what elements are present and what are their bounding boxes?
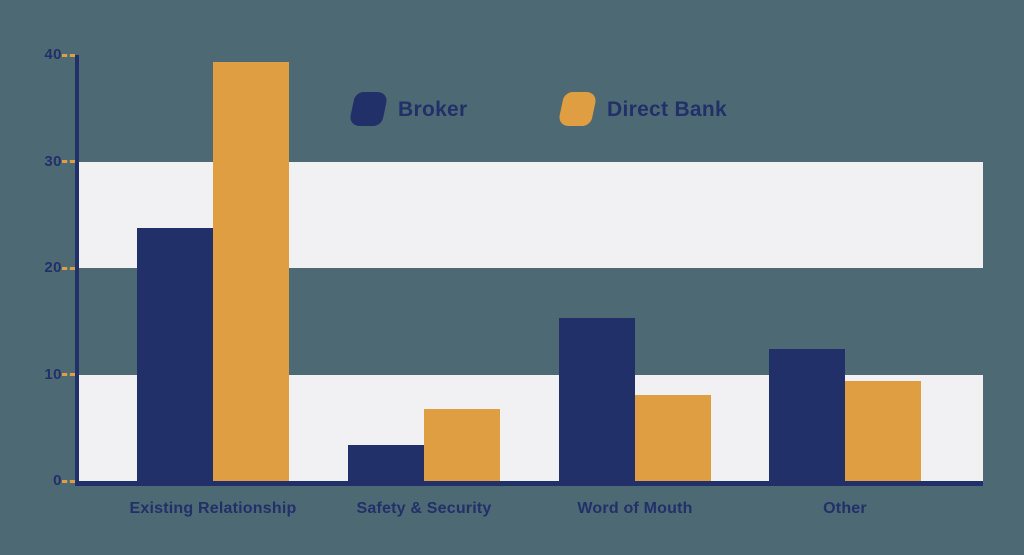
y-axis-line: [75, 55, 79, 486]
bar-broker-safety-security: [348, 445, 424, 481]
y-tick-label-10: 10: [44, 366, 62, 383]
bar-broker-word-of-mouth: [559, 318, 635, 481]
y-tick-label-0: 0: [53, 472, 62, 489]
x-axis-line: [75, 481, 983, 486]
y-tick-label-30: 30: [44, 153, 62, 170]
bar-broker-existing-relationship: [137, 228, 213, 481]
bar-broker-other: [769, 349, 845, 481]
y-tick-mark-30: [62, 160, 75, 163]
x-tick-label-other: Other: [823, 500, 867, 517]
bar-direct-bank-word-of-mouth: [635, 395, 711, 481]
legend-label-direct-bank: Direct Bank: [607, 98, 728, 121]
x-tick-label-word-of-mouth: Word of Mouth: [577, 500, 693, 517]
bar-direct-bank-safety-security: [424, 409, 500, 481]
y-tick-mark-10: [62, 373, 75, 376]
y-tick-mark-40: [62, 54, 75, 57]
x-tick-label-existing-relationship: Existing Relationship: [129, 500, 297, 517]
y-tick-mark-20: [62, 267, 75, 270]
y-tick-label-40: 40: [44, 46, 62, 63]
y-tick-mark-0: [62, 480, 75, 483]
legend-label-broker: Broker: [398, 98, 468, 121]
bar-direct-bank-existing-relationship: [213, 62, 289, 481]
x-tick-label-safety-security: Safety & Security: [356, 500, 492, 517]
y-tick-label-20: 20: [44, 259, 62, 276]
bar-direct-bank-other: [845, 381, 921, 481]
